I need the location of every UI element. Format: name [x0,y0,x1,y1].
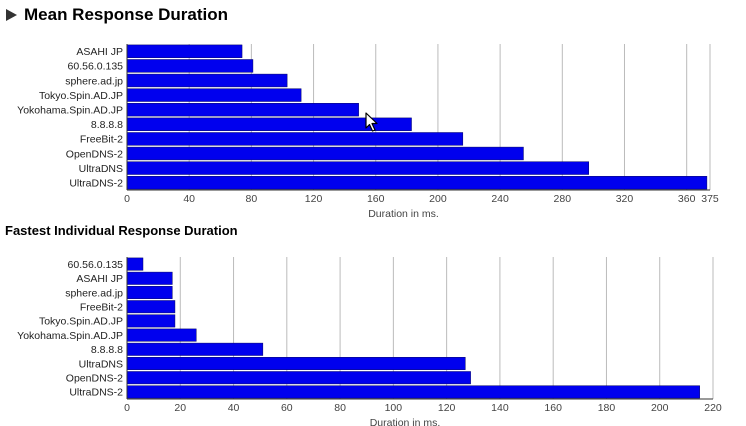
tick-label: 0 [124,193,130,205]
x-axis-title: Duration in ms. [370,417,441,426]
category-label: UltraDNS [79,358,123,370]
category-label: ASAHI JP [76,273,123,285]
tick-label: 60 [281,402,293,414]
tick-label: 20 [174,402,186,414]
category-label: sphere.ad.jp [65,75,123,87]
tick-label: 160 [367,193,385,205]
bar[interactable] [126,59,254,73]
category-label: UltraDNS [79,163,123,175]
bar[interactable] [126,132,464,146]
tick-label: 120 [438,402,456,414]
bar[interactable] [126,357,466,370]
tick-label: 360 [678,193,696,205]
category-label: sphere.ad.jp [65,287,123,299]
bar[interactable] [126,286,173,299]
tick-label: 80 [334,402,346,414]
category-label: OpenDNS-2 [66,148,123,160]
tick-label: 280 [554,193,572,205]
triangle-right-icon[interactable] [6,9,17,21]
tick-label: 200 [651,402,669,414]
tick-label: 375 [701,193,719,205]
bar[interactable] [126,176,708,190]
tick-label: 240 [491,193,509,205]
bar[interactable] [126,161,589,175]
category-label: FreeBit-2 [80,302,123,314]
tick-label: 80 [246,193,258,205]
category-label: ASAHI JP [76,46,123,58]
bar[interactable] [126,257,144,271]
category-label: UltraDNS-2 [69,178,123,190]
tick-label: 140 [491,402,509,414]
section-heading-label: Mean Response Duration [24,5,229,24]
fastest-response-chart: 60.56.0.135 ASAHI JP sphere.ad.jp FreeBit-2… [17,257,722,426]
bar[interactable] [126,328,197,342]
x-axis-title: Duration in ms. [368,208,439,220]
bar[interactable] [126,103,359,117]
tick-label: 40 [228,402,240,414]
tick-label: 200 [429,193,447,205]
category-label: UltraDNS-2 [69,387,123,399]
tick-label: 320 [616,193,634,205]
bar[interactable] [126,342,264,356]
section-heading[interactable]: Mean Response Duration [6,5,228,25]
tick-label: 180 [598,402,616,414]
category-label: 60.56.0.135 [68,61,124,73]
tick-label: 120 [305,193,323,205]
category-label: Yokohama.Spin.AD.JP [17,105,123,117]
category-label: OpenDNS-2 [66,373,123,385]
category-label: Tokyo.Spin.AD.JP [39,90,123,102]
category-label: 8.8.8.8 [91,344,123,356]
mean-response-chart: ASAHI JP 60.56.0.135 sphere.ad.jp Tokyo.Spi… [17,44,719,220]
bar[interactable] [126,88,302,102]
tick-label: 0 [124,402,130,414]
tick-label: 100 [385,402,403,414]
bar[interactable] [126,146,524,161]
bar[interactable] [126,73,288,88]
mouse-pointer-icon [365,112,378,132]
bar[interactable] [126,271,173,285]
category-label: 60.56.0.135 [68,259,124,271]
category-label: FreeBit-2 [80,134,123,146]
bar[interactable] [126,44,243,58]
bar[interactable] [126,300,176,314]
bar[interactable] [126,371,471,385]
category-label: Tokyo.Spin.AD.JP [39,316,123,328]
tick-label: 220 [704,402,722,414]
category-label: Yokohama.Spin.AD.JP [17,330,123,342]
bar[interactable] [126,314,176,328]
tick-label: 40 [183,193,195,205]
fastest-chart-title: Fastest Individual Response Duration [5,223,238,238]
category-label: 8.8.8.8 [91,119,123,131]
bar[interactable] [126,385,700,399]
tick-label: 160 [544,402,562,414]
